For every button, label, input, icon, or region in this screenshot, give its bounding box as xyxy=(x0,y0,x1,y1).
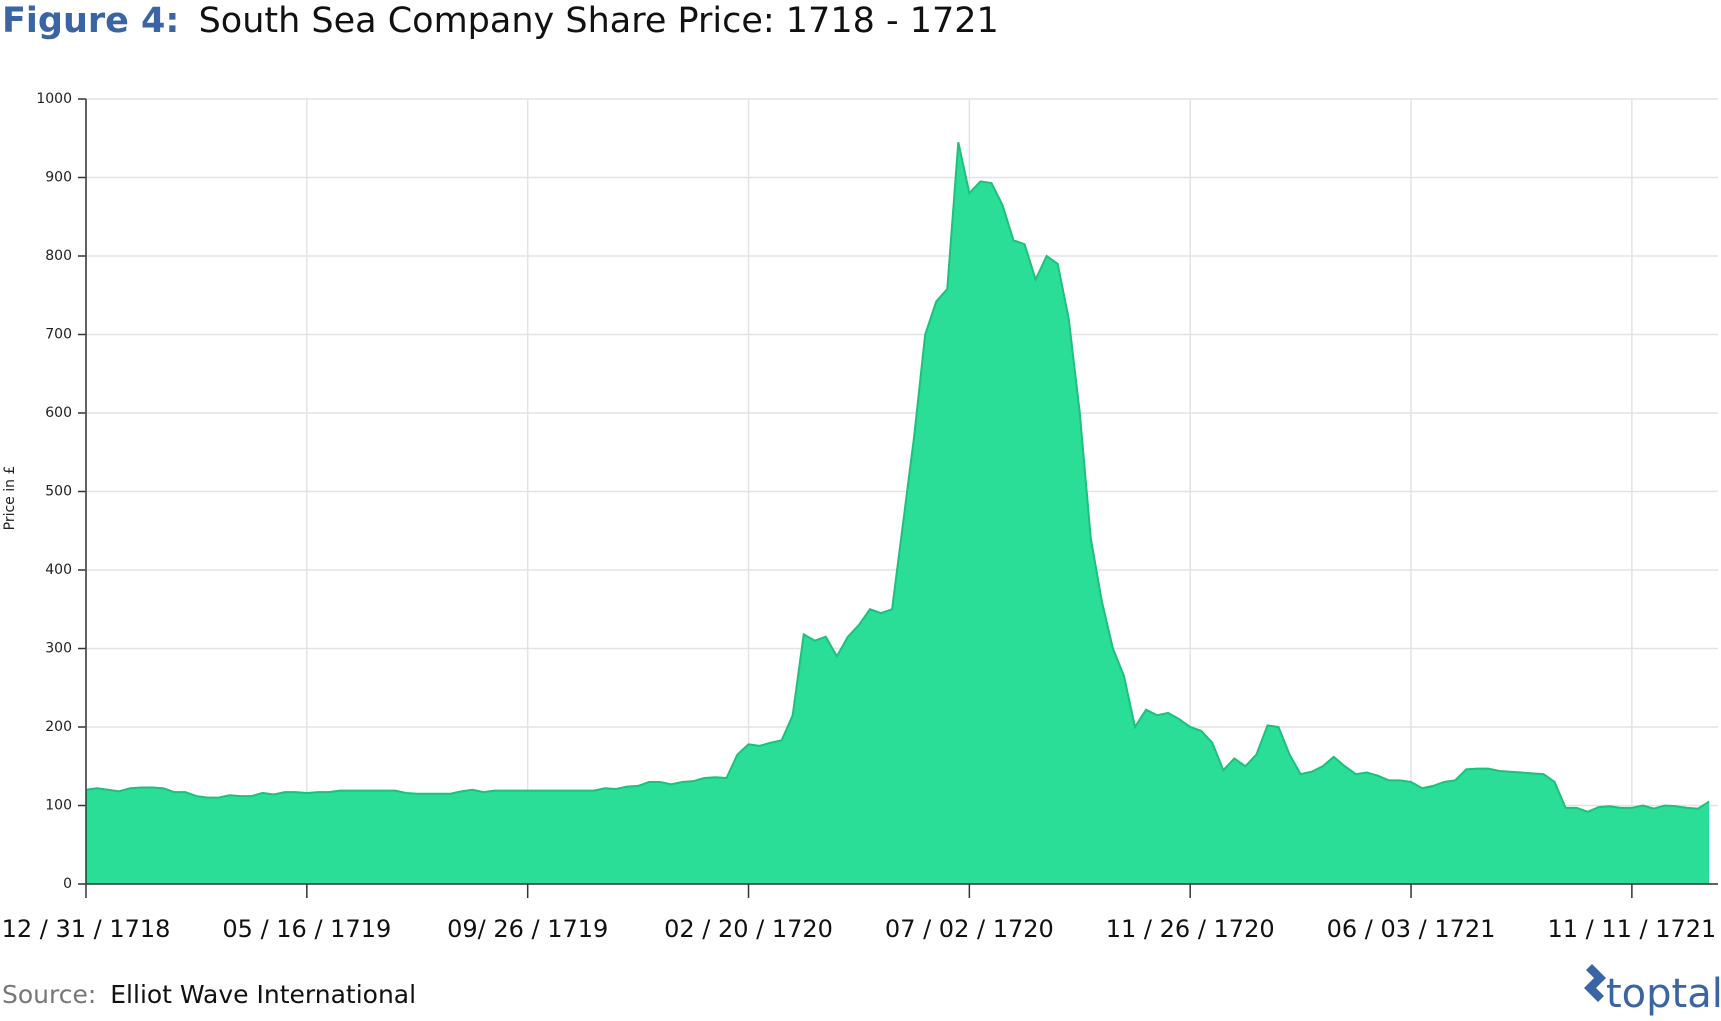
x-tick-label: 11 / 11 / 1721 xyxy=(1547,915,1716,943)
brand-text: toptal xyxy=(1606,971,1721,1017)
y-tick-label: 300 xyxy=(45,641,72,657)
y-tick-label: 200 xyxy=(45,719,72,735)
y-tick-label: 800 xyxy=(45,248,72,264)
source-label: Source: xyxy=(2,980,96,1009)
brand-logo: toptal xyxy=(1584,964,1721,1017)
title-label: Figure 4: xyxy=(2,1,179,41)
brand-icon xyxy=(1584,964,1606,1002)
source-text: Elliot Wave International xyxy=(110,980,416,1009)
x-tick-label: 11 / 26 / 1720 xyxy=(1106,915,1275,943)
x-tick-label: 09/ 26 / 1719 xyxy=(447,915,608,943)
y-tick-label: 900 xyxy=(45,170,72,186)
y-tick-label: 1000 xyxy=(36,91,72,107)
y-tick-label: 0 xyxy=(63,876,72,892)
x-tick-label: 06 / 03 / 1721 xyxy=(1327,915,1496,943)
plot: 0 100 200 300 400 500 600 700 800 900 1000 12 / 31 … xyxy=(2,91,1718,943)
area xyxy=(86,142,1710,884)
x-tick-label: 12 / 31 / 1718 xyxy=(2,915,171,943)
y-tick-label: 700 xyxy=(45,327,72,343)
x-tick-label: 05 / 16 / 1719 xyxy=(222,915,391,943)
area-line xyxy=(85,141,1710,813)
source: Source: Elliot Wave International xyxy=(2,980,416,1009)
y-tick-label: 500 xyxy=(45,484,72,500)
y-axis-label: Price in £ xyxy=(2,466,18,531)
title-text: South Sea Company Share Price: 1718 - 17… xyxy=(199,1,999,41)
y-tick-label: 100 xyxy=(45,798,72,814)
y-tick-label: 600 xyxy=(45,405,72,421)
chart-title: Figure 4: South Sea Company Share Price:… xyxy=(2,1,999,41)
x-tick-label: 07 / 02 / 1720 xyxy=(885,915,1054,943)
x-tick-label: 02 / 20 / 1720 xyxy=(664,915,833,943)
y-tick-label: 400 xyxy=(45,562,72,578)
